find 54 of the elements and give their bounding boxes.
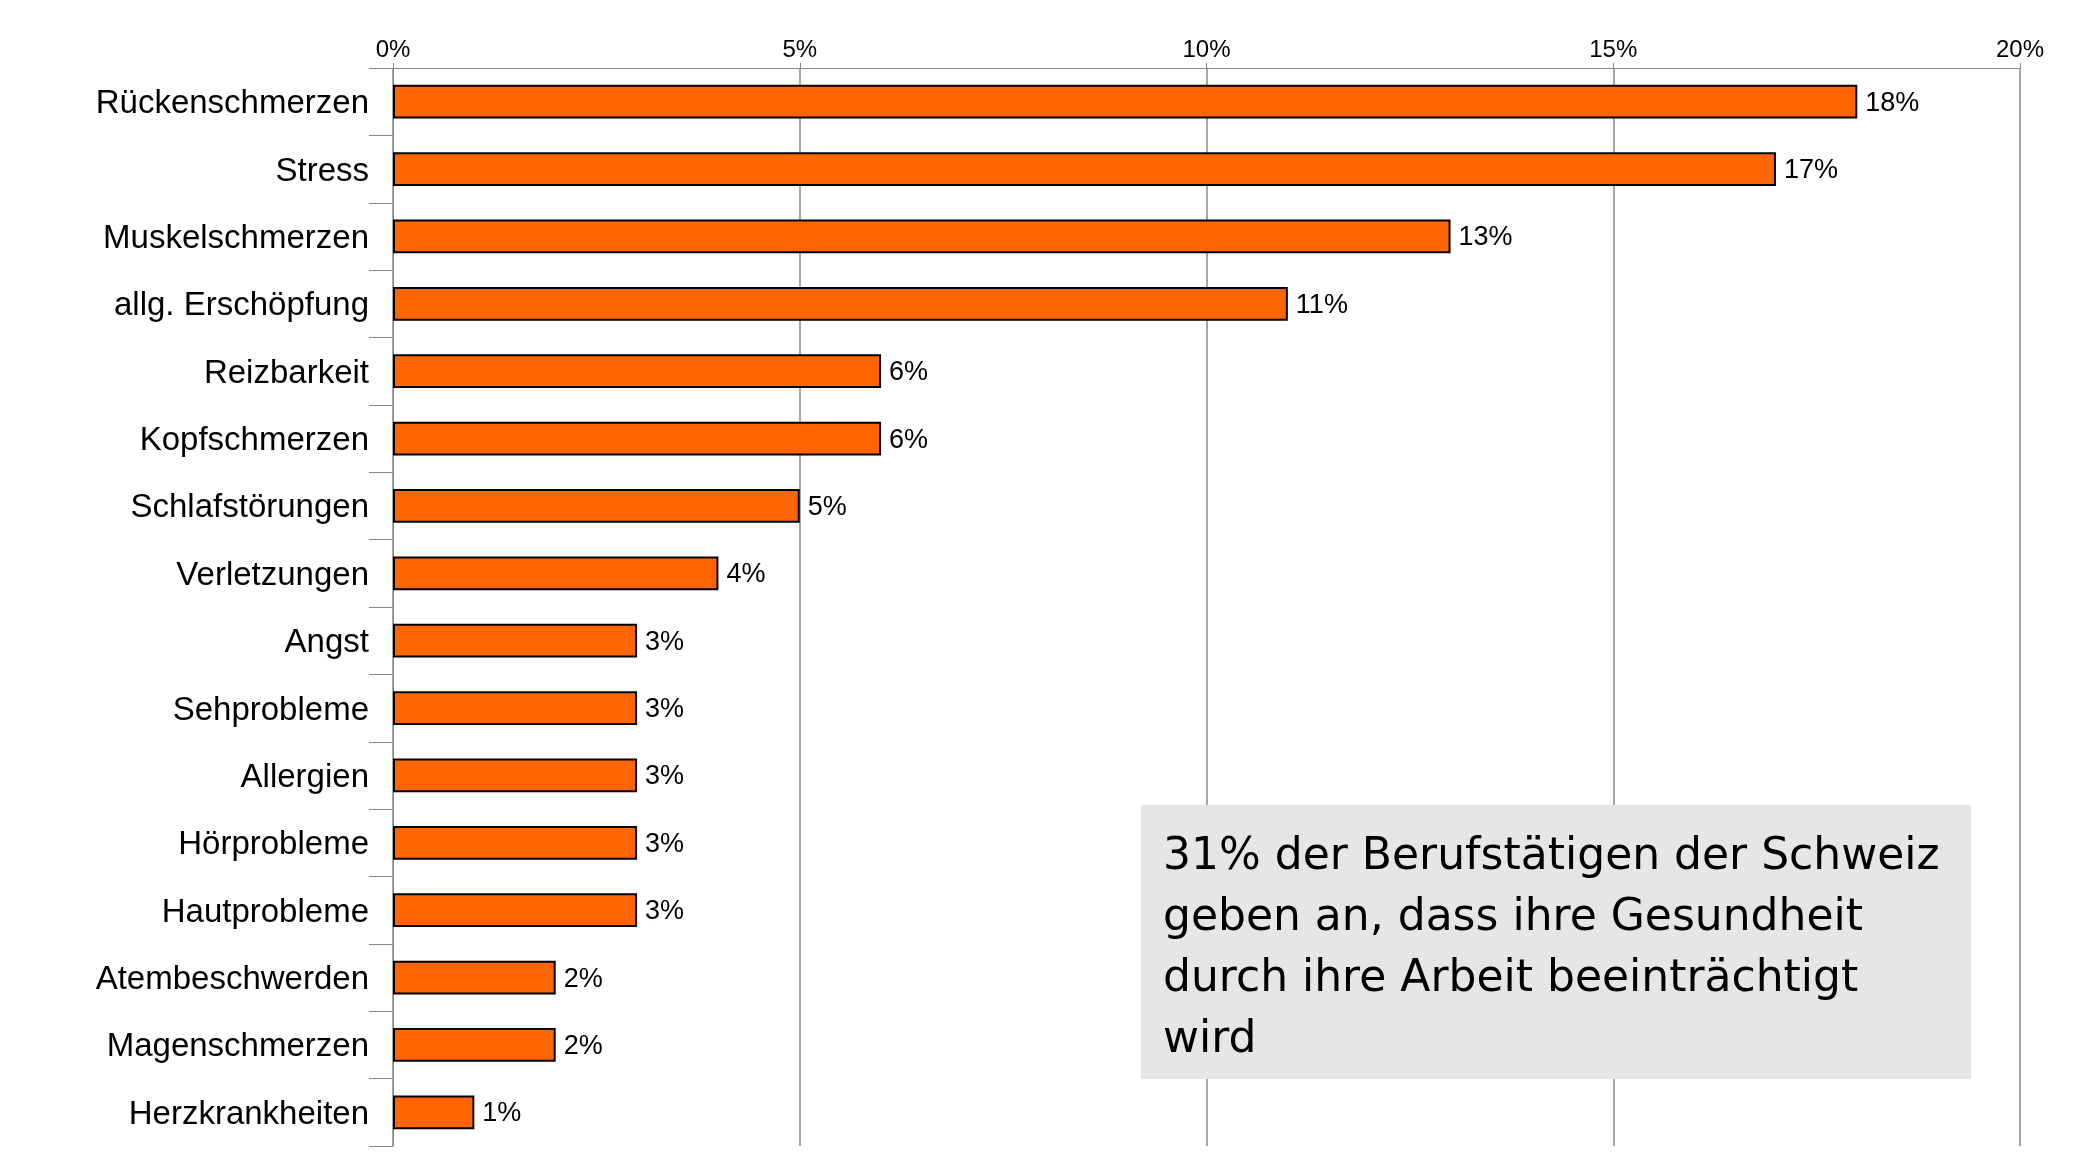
y-tick-label: Angst: [284, 622, 369, 660]
y-tick-label: Hautprobleme: [161, 891, 369, 929]
y-tick-label: Rückenschmerzen: [95, 83, 369, 121]
data-label: 13%: [1458, 221, 1513, 252]
bar: [393, 421, 882, 456]
bar: [393, 825, 638, 860]
bar: [393, 84, 1858, 119]
bar: [393, 286, 1288, 321]
x-tick-label: 15%: [1589, 34, 1638, 62]
y-tick-label: Allergien: [240, 756, 369, 794]
data-label: 4%: [726, 558, 766, 589]
data-label: 3%: [645, 895, 685, 926]
data-label: 6%: [889, 423, 929, 454]
x-tick-label: 5%: [782, 34, 818, 62]
data-label: 5%: [807, 490, 847, 521]
y-tick-label: Schlafstörungen: [130, 487, 369, 525]
data-label: 1%: [482, 1097, 522, 1128]
data-label: 11%: [1295, 288, 1348, 319]
x-tick-label: 0%: [375, 34, 411, 62]
bar: [393, 556, 719, 591]
data-label: 18%: [1865, 86, 1920, 117]
data-label: 3%: [645, 760, 685, 791]
data-label: 3%: [645, 693, 685, 724]
data-label: 6%: [889, 356, 929, 387]
y-tick-label: Atembeschwerden: [95, 959, 369, 997]
bar: [393, 960, 556, 995]
bar: [393, 152, 1776, 186]
y-tick-label: allg. Erschöpfung: [114, 285, 369, 323]
bar: [393, 691, 638, 725]
bar: [393, 893, 638, 928]
y-tick-label: Muskelschmerzen: [103, 217, 369, 255]
bar: [393, 489, 800, 523]
bar: [393, 354, 882, 389]
y-tick-label: Kopfschmerzen: [139, 420, 369, 458]
bar: [393, 623, 638, 658]
y-tick-label: Verletzungen: [176, 554, 369, 592]
y-tick-label: Sehprobleme: [172, 689, 369, 727]
data-label: 2%: [563, 1029, 603, 1060]
data-label: 17%: [1783, 154, 1838, 185]
note-box: 31% der Berufstätigen der Schweiz geben an, dass ihre Gesundheit durch ihre Arbeit beeinträchtigt wird: [1141, 805, 1971, 1079]
data-label: 3%: [645, 625, 685, 656]
x-tick-label: 20%: [1995, 34, 2045, 62]
y-tick-label: Herzkrankheiten: [128, 1093, 369, 1131]
data-label: 3%: [645, 827, 685, 858]
bar: [393, 219, 1451, 254]
bar: [393, 1028, 556, 1062]
y-tick-label: Stress: [275, 150, 369, 188]
y-tick-label: Hörprobleme: [178, 824, 369, 862]
y-tick-label: Magenschmerzen: [106, 1026, 369, 1064]
bar: [393, 758, 638, 793]
x-tick-label: 10%: [1182, 34, 1231, 62]
data-label: 2%: [563, 962, 603, 993]
y-tick-label: Reizbarkeit: [203, 352, 369, 390]
bar: [393, 1095, 475, 1130]
